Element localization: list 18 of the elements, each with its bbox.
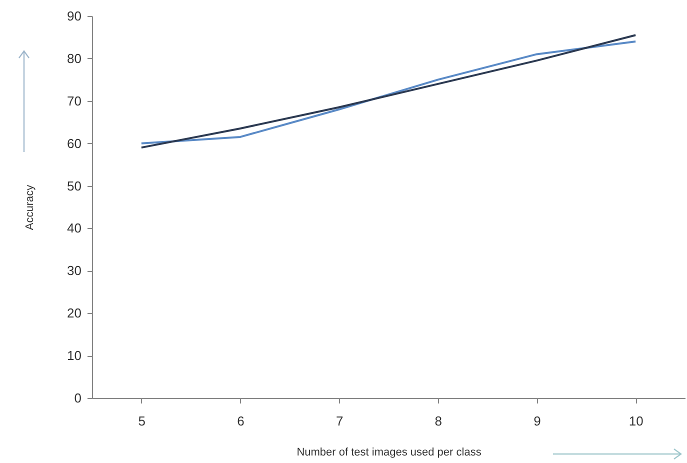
y-tick-label: 50 — [67, 178, 82, 194]
y-tick-label: 70 — [67, 93, 82, 108]
x-tick-label: 10 — [628, 414, 644, 428]
x-tick-label: 5 — [138, 414, 146, 428]
y-tick-label: 80 — [67, 50, 82, 66]
y-tick-label: 20 — [67, 306, 82, 321]
y-axis-title: Accuracy — [24, 184, 36, 230]
y-tick-label: 10 — [67, 348, 82, 364]
x-tick-label: 7 — [336, 414, 344, 428]
y-tick-label: 0 — [74, 390, 82, 406]
x-tick-label: 6 — [237, 414, 244, 428]
y-tick-label: 40 — [67, 220, 82, 236]
x-tick-label: 8 — [434, 414, 442, 428]
x-tick-label: 9 — [534, 414, 541, 428]
x-axis-title: Number of test images used per class — [296, 446, 482, 458]
y-tick-label: 90 — [67, 8, 82, 24]
y-tick-label: 30 — [67, 263, 82, 278]
y-tick-label: 60 — [67, 136, 82, 151]
